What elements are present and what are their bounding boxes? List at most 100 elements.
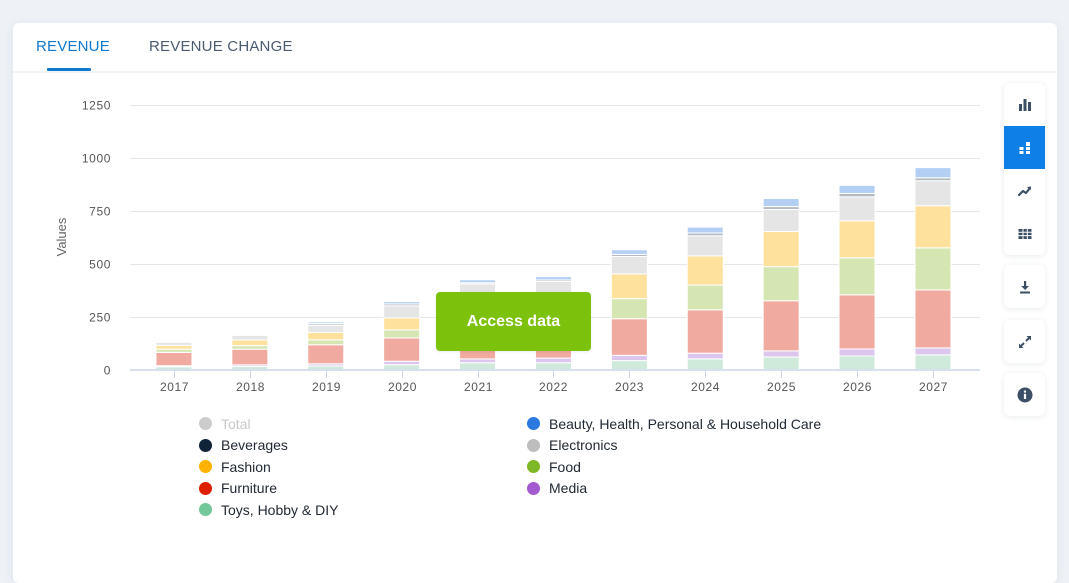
bar-segment-2025-furniture[interactable]: [762, 300, 800, 352]
access-data-button[interactable]: Access data: [436, 292, 591, 351]
legend-label: Furniture: [221, 480, 278, 497]
bar-segment-2026-beverages[interactable]: [838, 192, 876, 198]
bar-stack-2023[interactable]: [610, 249, 648, 370]
legend-item-beauty-health[interactable]: Beauty, Health, Personal & Household Car…: [527, 413, 847, 435]
bar-segment-2026-toys-hobby-diy[interactable]: [838, 355, 876, 371]
bar-segment-2023-fashion[interactable]: [610, 273, 648, 300]
bar-segment-2026-media[interactable]: [838, 348, 876, 357]
bar-stack-2025[interactable]: [762, 198, 800, 370]
bar-stack-2020[interactable]: [383, 301, 421, 371]
bar-segment-2017-beauty-health-personal-household-care[interactable]: [155, 340, 193, 343]
table-icon: [1018, 228, 1031, 239]
bar-segment-2027-fashion[interactable]: [914, 205, 952, 249]
bar-segment-2024-electronics[interactable]: [686, 235, 724, 257]
bar-segment-2024-food[interactable]: [686, 284, 724, 311]
legend-item-furniture[interactable]: Furniture: [199, 478, 527, 500]
bar-stack-2017[interactable]: [155, 340, 193, 371]
bar-segment-2019-food[interactable]: [307, 339, 345, 346]
bar-segment-2025-food[interactable]: [762, 266, 800, 302]
bar-segment-2021-toys-hobby-diy[interactable]: [459, 362, 497, 370]
legend-marker: [527, 481, 540, 495]
line-chart-button[interactable]: [1004, 169, 1045, 212]
legend-item-toys-hobby-diy[interactable]: Toys, Hobby & DIY: [199, 499, 527, 521]
bar-segment-2019-fashion[interactable]: [307, 331, 345, 341]
tab-revenue[interactable]: REVENUE: [36, 38, 110, 55]
x-tick-label: 2024: [691, 380, 720, 394]
bar-stack-2024[interactable]: [686, 226, 724, 371]
bar-segment-2020-electronics[interactable]: [383, 305, 421, 319]
bar-segment-2017-furniture[interactable]: [155, 351, 193, 367]
bar-segment-2027-food[interactable]: [914, 247, 952, 291]
bar-segment-2025-electronics[interactable]: [762, 209, 800, 233]
bar-segment-2023-food[interactable]: [610, 298, 648, 320]
bar-segment-2021-media[interactable]: [459, 358, 497, 364]
bar-stack-2026[interactable]: [838, 184, 876, 371]
bar-segment-2018-electronics[interactable]: [231, 334, 269, 341]
info-button[interactable]: [1004, 373, 1045, 416]
bar-segment-2027-beauty-health-personal-household-care[interactable]: [914, 167, 952, 179]
legend-label: Fashion: [221, 458, 271, 475]
bar-stack-2018[interactable]: [231, 333, 269, 370]
bar-segment-2019-toys-hobby-diy[interactable]: [307, 365, 345, 371]
bar-segment-2018-fashion[interactable]: [231, 339, 269, 347]
legend-marker: [199, 503, 212, 517]
stacked-bar-button[interactable]: [1004, 126, 1045, 169]
bar-segment-2020-toys-hobby-diy[interactable]: [383, 364, 421, 371]
bar-segment-2023-media[interactable]: [610, 354, 648, 362]
bar-stack-2027[interactable]: [914, 167, 952, 370]
bar-segment-2019-beauty-health-personal-household-care[interactable]: [307, 321, 345, 325]
bar-segment-2026-fashion[interactable]: [838, 220, 876, 259]
bar-segment-2022-toys-hobby-diy[interactable]: [534, 362, 572, 370]
download-button[interactable]: [1004, 265, 1045, 308]
bar-segment-2026-beauty-health-personal-household-care[interactable]: [838, 184, 876, 194]
bar-segment-2023-toys-hobby-diy[interactable]: [610, 360, 648, 370]
bar-segment-2025-fashion[interactable]: [762, 231, 800, 268]
bar-segment-2025-media[interactable]: [762, 350, 800, 358]
bar-segment-2019-furniture[interactable]: [307, 344, 345, 365]
bar-segment-2023-electronics[interactable]: [610, 256, 648, 275]
bar-segment-2020-beauty-health-personal-household-care[interactable]: [383, 301, 421, 305]
legend-item-food[interactable]: Food: [527, 456, 847, 478]
legend-label: Media: [549, 480, 588, 497]
bar-stack-2019[interactable]: [307, 321, 345, 371]
bar-segment-2027-media[interactable]: [914, 347, 952, 356]
bar-segment-2018-beauty-health-personal-household-care[interactable]: [231, 333, 269, 336]
bar-segment-2022-beauty-health-personal-household-care[interactable]: [534, 276, 572, 281]
bar-segment-2026-furniture[interactable]: [838, 294, 876, 350]
fullscreen-button[interactable]: [1004, 320, 1045, 363]
bar-segment-2018-food[interactable]: [231, 345, 269, 350]
bar-segment-2026-food[interactable]: [838, 257, 876, 296]
bar-segment-2019-electronics[interactable]: [307, 324, 345, 333]
bar-segment-2025-beauty-health-personal-household-care[interactable]: [762, 198, 800, 208]
legend-item-beverages[interactable]: Beverages: [199, 435, 527, 457]
bar-segment-2027-toys-hobby-diy[interactable]: [914, 354, 952, 370]
bar-segment-2023-beauty-health-personal-household-care[interactable]: [610, 249, 648, 255]
bar-segment-2018-furniture[interactable]: [231, 348, 269, 366]
bar-segment-2027-electronics[interactable]: [914, 180, 952, 207]
bar-segment-2024-beauty-health-personal-household-care[interactable]: [686, 226, 724, 234]
bar-segment-2024-media[interactable]: [686, 352, 724, 360]
bar-segment-2020-furniture[interactable]: [383, 337, 421, 362]
bar-segment-2026-electronics[interactable]: [838, 196, 876, 222]
legend-item-electronics[interactable]: Electronics: [527, 435, 847, 457]
bar-segment-2023-furniture[interactable]: [610, 318, 648, 356]
bar-chart-button[interactable]: [1004, 83, 1045, 126]
bar-segment-2027-furniture[interactable]: [914, 289, 952, 349]
legend-item-total[interactable]: Total: [199, 413, 527, 435]
bar-segment-2021-beauty-health-personal-household-care[interactable]: [459, 279, 497, 284]
bar-segment-2024-fashion[interactable]: [686, 255, 724, 286]
bar-segment-2022-media[interactable]: [534, 357, 572, 364]
legend-item-fashion[interactable]: Fashion: [199, 456, 527, 478]
tab-revenue-change[interactable]: REVENUE CHANGE: [149, 38, 293, 55]
bar-segment-2020-media[interactable]: [383, 360, 421, 366]
legend-item-media[interactable]: Media: [527, 478, 847, 500]
bar-segment-2025-toys-hobby-diy[interactable]: [762, 356, 800, 370]
bar-segment-2020-food[interactable]: [383, 329, 421, 339]
bar-segment-2017-fashion[interactable]: [155, 344, 193, 350]
table-view-button[interactable]: [1004, 212, 1045, 255]
download-icon: [1019, 280, 1030, 293]
bar-segment-2024-toys-hobby-diy[interactable]: [686, 358, 724, 371]
active-tab-indicator: [47, 68, 91, 71]
bar-segment-2020-fashion[interactable]: [383, 317, 421, 331]
bar-segment-2024-furniture[interactable]: [686, 309, 724, 354]
